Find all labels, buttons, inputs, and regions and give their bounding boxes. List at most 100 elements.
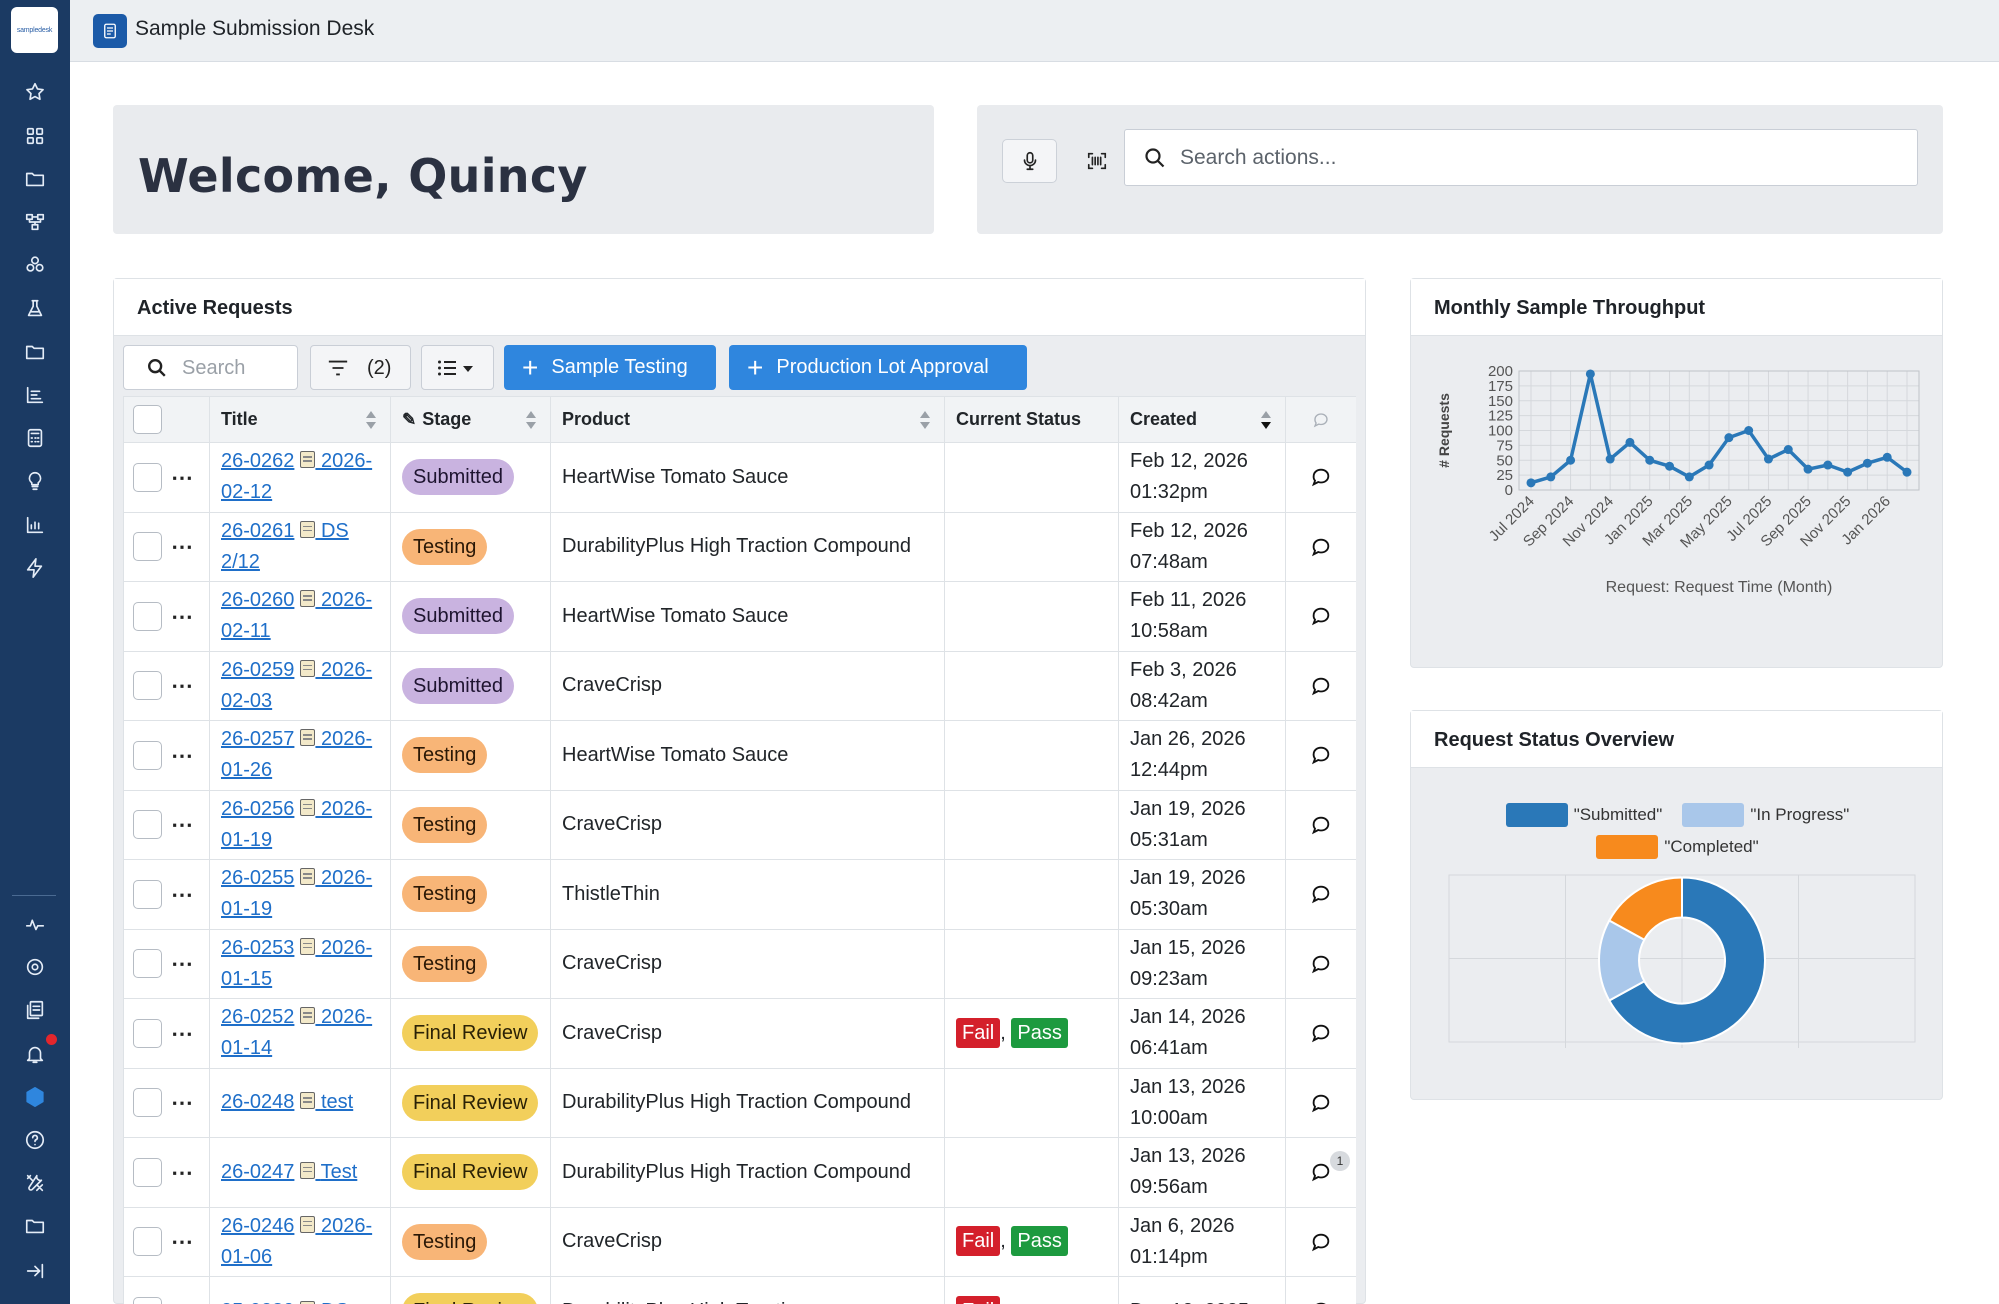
request-title-link[interactable]: 26-0260 2026-02-11	[221, 589, 372, 642]
table-row[interactable]: ⋯ 26-0259 2026-02-03 Submitted CraveCrisp Fe…	[123, 650, 1356, 721]
boxes-icon[interactable]	[21, 251, 49, 279]
row-checkbox[interactable]	[133, 949, 162, 979]
comment-button[interactable]	[1306, 1092, 1336, 1114]
sort-desc-icon[interactable]	[1261, 411, 1271, 429]
request-title-link[interactable]: 25-0239 DS	[221, 1300, 349, 1304]
add-production-lot-approval-button[interactable]: + Production Lot Approval	[729, 345, 1027, 390]
request-title-link[interactable]: 26-0253 2026-01-15	[221, 937, 372, 990]
sort-icon[interactable]	[366, 411, 376, 429]
table-row[interactable]: ⋯ 26-0261 DS 2/12 Testing DurabilityPlus Hi…	[123, 511, 1356, 582]
column-header-product[interactable]: Product	[550, 396, 945, 443]
legend-item[interactable]: "Submitted"	[1505, 803, 1662, 827]
row-menu-button[interactable]: ⋯	[171, 1229, 194, 1255]
bar-chart-icon[interactable]	[21, 511, 49, 539]
bell-icon[interactable]	[21, 1040, 49, 1068]
add-sample-testing-button[interactable]: + Sample Testing	[504, 345, 716, 390]
comment-button[interactable]	[1306, 744, 1336, 766]
row-menu-button[interactable]: ⋯	[171, 812, 194, 838]
column-header-title[interactable]: Title	[209, 396, 391, 443]
select-all-checkbox[interactable]	[133, 405, 162, 434]
list-chart-icon[interactable]	[21, 381, 49, 409]
comment-button[interactable]: 1	[1306, 1151, 1350, 1183]
row-checkbox[interactable]	[133, 1018, 162, 1048]
row-menu-button[interactable]: ⋯	[171, 1020, 194, 1046]
row-checkbox[interactable]	[133, 601, 162, 631]
request-title-link[interactable]: 26-0261 DS 2/12	[221, 520, 349, 573]
flask-icon[interactable]	[21, 295, 49, 323]
grid-icon[interactable]	[21, 122, 49, 150]
row-menu-button[interactable]: ⋯	[171, 673, 194, 699]
request-title-link[interactable]: 26-0256 2026-01-19	[221, 798, 372, 851]
request-title-link[interactable]: 26-0259 2026-02-03	[221, 659, 372, 712]
table-search-input[interactable]	[182, 356, 292, 380]
comment-button[interactable]	[1306, 675, 1336, 697]
row-menu-button[interactable]: ⋯	[171, 1159, 194, 1185]
filter-button[interactable]: (2)	[310, 345, 411, 390]
table-row[interactable]: ⋯ 26-0262 2026-02-12 Submitted HeartWise To…	[123, 442, 1356, 513]
documents-icon[interactable]	[21, 996, 49, 1024]
comment-button[interactable]	[1306, 605, 1336, 627]
app-logo[interactable]: sampledesk	[11, 7, 58, 53]
column-header-created[interactable]: Created	[1118, 396, 1286, 443]
collapse-sidebar-icon[interactable]	[21, 1257, 49, 1285]
calculator-icon[interactable]	[21, 424, 49, 452]
comment-button[interactable]	[1306, 883, 1336, 905]
row-checkbox[interactable]	[133, 1088, 162, 1118]
voice-button[interactable]	[1002, 139, 1057, 183]
table-row[interactable]: ⋯ 26-0253 2026-01-15 Testing CraveCrisp Jan …	[123, 928, 1356, 999]
request-title-link[interactable]: 26-0247 Test	[221, 1161, 357, 1183]
row-checkbox[interactable]	[133, 1227, 162, 1257]
table-row[interactable]: ⋯ 26-0255 2026-01-19 Testing ThistleThin Jan…	[123, 859, 1356, 930]
folder-icon[interactable]	[21, 338, 49, 366]
table-row[interactable]: ⋯ 26-0252 2026-01-14 Final Review CraveCris…	[123, 998, 1356, 1069]
tools-icon[interactable]	[21, 1169, 49, 1197]
folder-icon[interactable]	[21, 165, 49, 193]
request-title-link[interactable]: 26-0248 test	[221, 1091, 353, 1113]
row-menu-button[interactable]: ⋯	[171, 1090, 194, 1116]
row-menu-button[interactable]: ⋯	[171, 881, 194, 907]
comment-button[interactable]	[1306, 1022, 1336, 1044]
row-checkbox[interactable]	[133, 740, 162, 770]
row-menu-button[interactable]: ⋯	[171, 534, 194, 560]
comment-button[interactable]	[1306, 536, 1336, 558]
star-icon[interactable]	[21, 78, 49, 106]
request-title-link[interactable]: 26-0252 2026-01-14	[221, 1006, 372, 1059]
row-checkbox[interactable]	[133, 879, 162, 909]
row-checkbox[interactable]	[133, 671, 162, 701]
row-menu-button[interactable]: ⋯	[171, 603, 194, 629]
comment-button[interactable]	[1306, 953, 1336, 975]
table-row[interactable]: ⋯ 26-0257 2026-01-26 Testing HeartWise Toma…	[123, 720, 1356, 791]
workflow-icon[interactable]	[21, 208, 49, 236]
legend-item[interactable]: "In Progress"	[1682, 803, 1849, 827]
table-row[interactable]: ⋯ 26-0246 2026-01-06 Testing CraveCrisp Fail…	[123, 1206, 1356, 1277]
table-row[interactable]: ⋯ 26-0248 test Final Review DurabilityPlus …	[123, 1067, 1356, 1138]
comment-button[interactable]	[1306, 1300, 1336, 1304]
pulse-icon[interactable]	[21, 910, 49, 938]
row-checkbox[interactable]	[133, 810, 162, 840]
view-options-button[interactable]	[421, 345, 494, 390]
row-menu-button[interactable]: ⋯	[171, 742, 194, 768]
request-title-link[interactable]: 26-0257 2026-01-26	[221, 728, 372, 781]
comment-button[interactable]	[1306, 1231, 1336, 1253]
target-icon[interactable]	[21, 953, 49, 981]
row-menu-button[interactable]: ⋯	[171, 1299, 194, 1304]
request-title-link[interactable]: 26-0255 2026-01-19	[221, 867, 372, 920]
legend-item[interactable]: "Completed"	[1596, 835, 1759, 859]
table-row[interactable]: ⋯ 26-0260 2026-02-11 Submitted HeartWise To…	[123, 581, 1356, 652]
table-row[interactable]: ⋯ 26-0256 2026-01-19 Testing CraveCrisp Jan …	[123, 789, 1356, 860]
scan-button[interactable]	[1075, 139, 1119, 183]
lightbulb-icon[interactable]	[21, 467, 49, 495]
request-title-link[interactable]: 26-0246 2026-01-06	[221, 1215, 372, 1268]
table-row[interactable]: ⋯ 25-0239 DS Final Review DurabilityPlus Hi…	[123, 1276, 1356, 1304]
sort-icon[interactable]	[920, 411, 930, 429]
row-checkbox[interactable]	[133, 462, 162, 492]
comment-button[interactable]	[1306, 814, 1336, 836]
column-header-current-status[interactable]: Current Status	[944, 396, 1119, 443]
lightning-icon[interactable]	[21, 554, 49, 582]
table-row[interactable]: ⋯ 26-0247 Test Final Review DurabilityPlus …	[123, 1137, 1356, 1208]
row-checkbox[interactable]	[133, 532, 162, 562]
sort-icon[interactable]	[526, 411, 536, 429]
search-actions-input[interactable]	[1180, 142, 1880, 174]
column-header-stage[interactable]: ✎ Stage	[390, 396, 551, 443]
help-icon[interactable]	[21, 1126, 49, 1154]
